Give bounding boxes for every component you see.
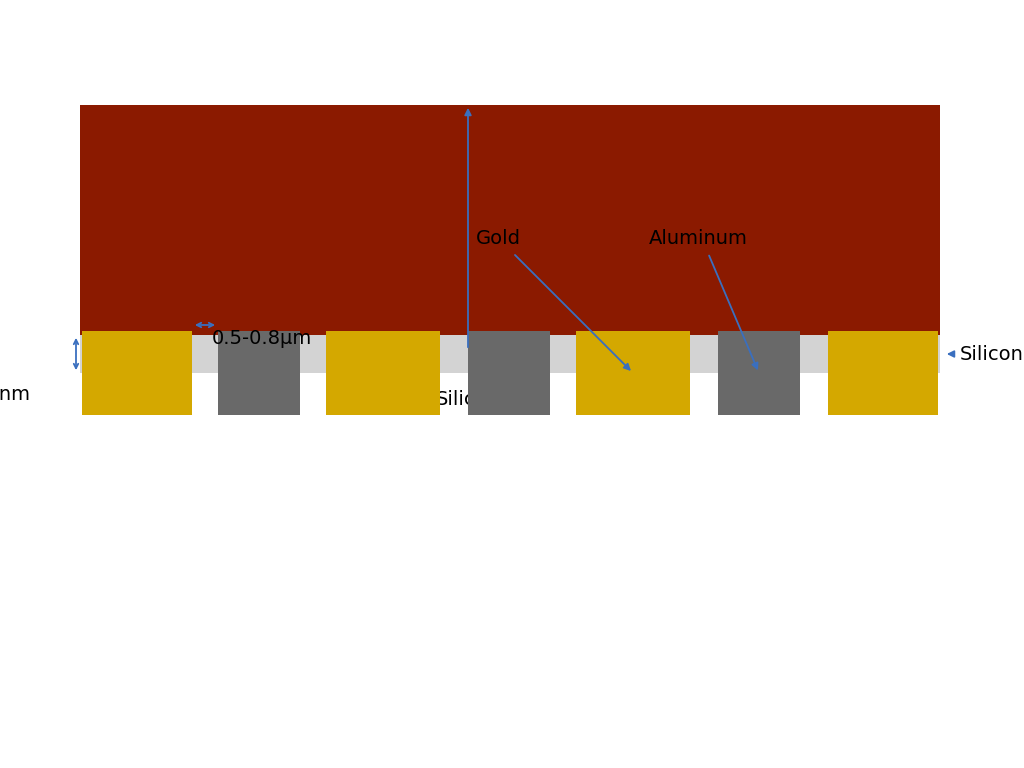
Text: Aluminum: Aluminum bbox=[648, 229, 748, 248]
Bar bbox=[82, 373, 193, 415]
Bar bbox=[218, 331, 300, 373]
Bar bbox=[326, 331, 440, 373]
Bar bbox=[575, 331, 690, 373]
Text: 0.5-0.8μm: 0.5-0.8μm bbox=[212, 329, 312, 348]
Text: 35nm: 35nm bbox=[0, 385, 30, 403]
Bar bbox=[326, 373, 440, 415]
Bar bbox=[718, 373, 800, 415]
Text: Gold: Gold bbox=[475, 229, 520, 248]
Bar bbox=[80, 335, 940, 373]
Bar bbox=[468, 331, 550, 373]
Bar bbox=[828, 331, 938, 373]
Bar bbox=[218, 373, 300, 415]
Bar bbox=[82, 331, 193, 373]
Bar bbox=[575, 373, 690, 415]
Bar bbox=[828, 373, 938, 415]
Bar bbox=[468, 373, 550, 415]
Text: Siliconoxide: Siliconoxide bbox=[961, 345, 1024, 363]
Text: Silicon: Silicon bbox=[436, 390, 500, 409]
Bar bbox=[80, 105, 940, 335]
Bar bbox=[718, 331, 800, 373]
